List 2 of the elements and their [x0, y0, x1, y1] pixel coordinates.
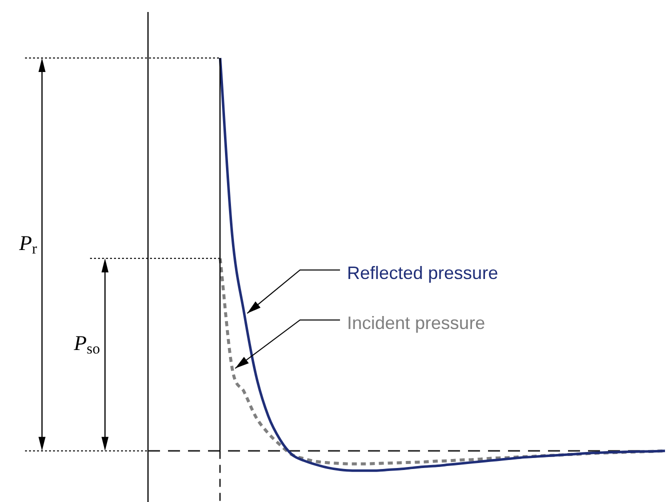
text: Incident pressure [347, 312, 486, 333]
text: Reflected pressure [347, 262, 498, 283]
